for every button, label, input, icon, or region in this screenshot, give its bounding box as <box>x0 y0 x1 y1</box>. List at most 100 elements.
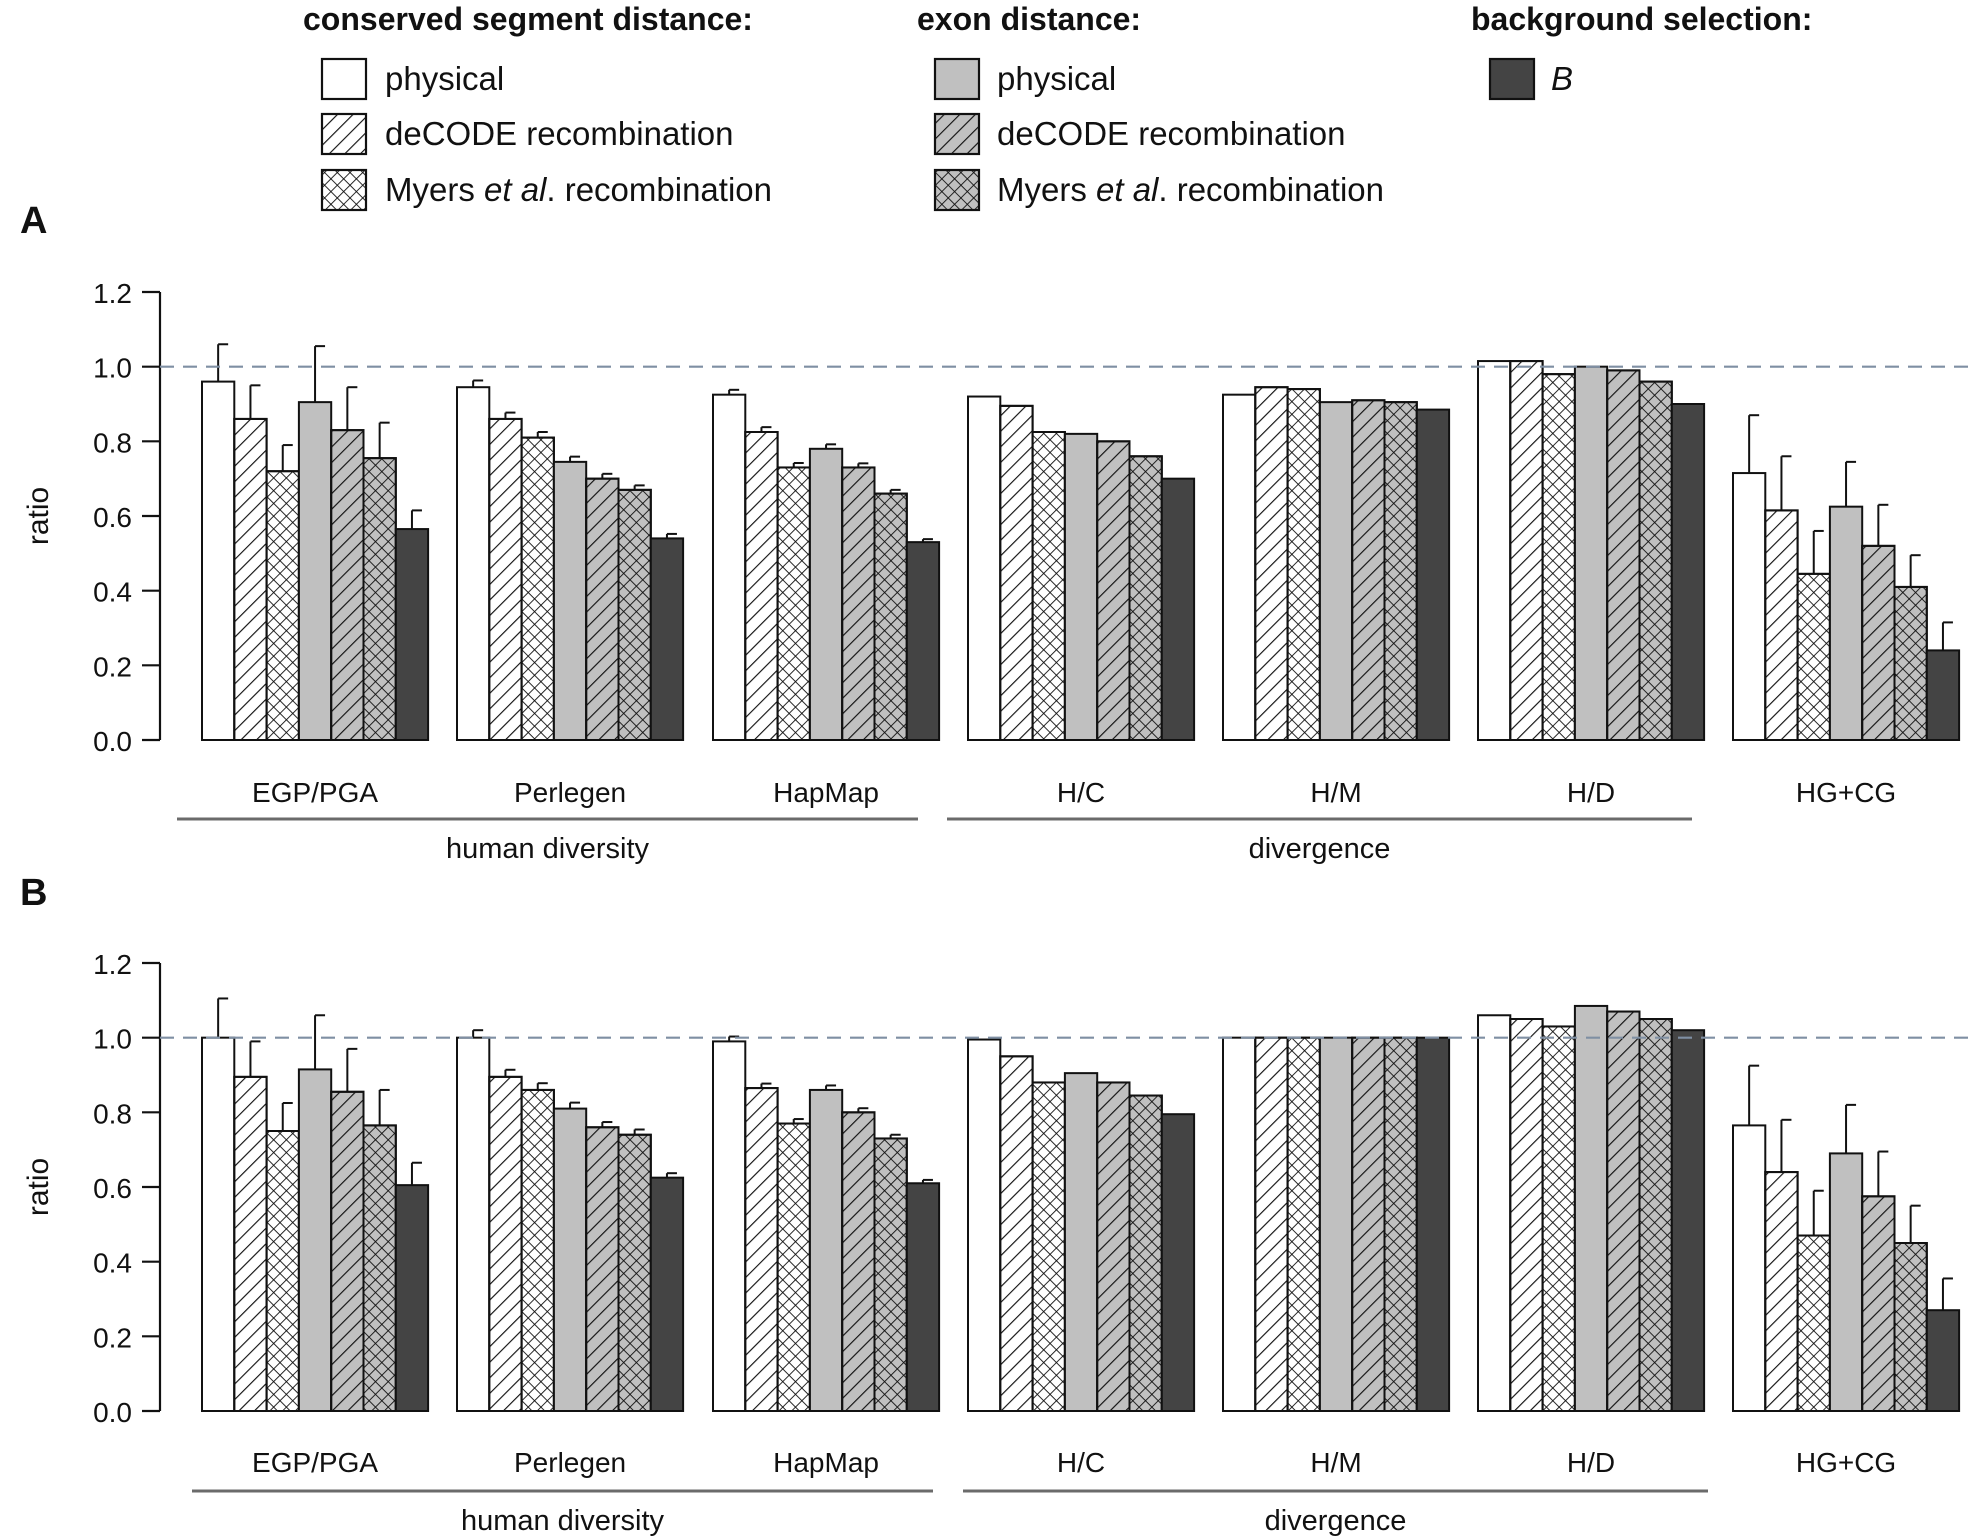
group-label: divergence <box>1265 1505 1407 1537</box>
bar-pattern <box>1796 572 1831 741</box>
legend-label-cs_myers: Myers et al. recombination <box>385 171 772 208</box>
y-tick-label: 0.6 <box>93 1173 132 1204</box>
bar-group-H/C <box>967 1038 1196 1413</box>
bar <box>1925 649 1961 742</box>
bar-pattern <box>873 1137 908 1412</box>
bar-pattern <box>617 488 652 741</box>
bar-pattern <box>1541 1025 1576 1412</box>
bar <box>1222 1036 1257 1412</box>
bar <box>1573 365 1609 741</box>
bar-pattern <box>1861 544 1896 741</box>
bar-pattern <box>362 1124 397 1413</box>
category-label: H/C <box>1057 777 1105 808</box>
category-label: H/D <box>1567 777 1615 808</box>
bar-pattern <box>1541 373 1576 741</box>
y-axis-label: ratio <box>22 1158 55 1216</box>
bar <box>456 386 491 741</box>
bar-pattern <box>1638 380 1673 741</box>
bar <box>1415 1036 1451 1412</box>
legend-swatch-cs_decode-pattern <box>322 114 366 154</box>
bar-pattern <box>617 1133 652 1412</box>
bar-pattern <box>1351 399 1386 741</box>
legend-heading-3: background selection: <box>1471 1 1812 37</box>
bar-pattern <box>330 1090 365 1413</box>
y-tick-label: 1.2 <box>93 949 132 980</box>
legend-label-bs: B <box>1551 60 1573 97</box>
bar-pattern <box>585 477 620 741</box>
bar <box>552 1107 588 1412</box>
bar-group-HapMap <box>712 1035 941 1413</box>
category-label: EGP/PGA <box>252 777 378 808</box>
bar-pattern <box>1796 1234 1831 1412</box>
group-label: human diversity <box>446 833 650 865</box>
category-label: H/M <box>1310 1447 1361 1478</box>
y-tick-label: 0.4 <box>93 1248 132 1279</box>
bar <box>1828 505 1864 741</box>
bar-pattern <box>1606 1010 1641 1412</box>
category-label: Perlegen <box>514 1447 626 1478</box>
bar-pattern <box>1286 1036 1321 1412</box>
bar-pattern <box>520 1088 555 1413</box>
category-label: HapMap <box>773 777 879 808</box>
bar-pattern <box>1383 1036 1418 1412</box>
legend-label-ex_phys: physical <box>997 60 1116 97</box>
category-label: Perlegen <box>514 777 626 808</box>
bar-pattern <box>1031 1081 1066 1412</box>
bar-pattern <box>1286 388 1321 741</box>
bar-pattern <box>1893 1242 1928 1412</box>
bar-pattern <box>841 1111 876 1413</box>
bar-pattern <box>265 1130 300 1412</box>
group-label: human diversity <box>461 1505 665 1537</box>
bar <box>1160 477 1196 741</box>
bar-group-Perlegen <box>456 1029 685 1413</box>
bar-pattern <box>265 470 300 741</box>
bar <box>1415 408 1451 741</box>
bar-pattern <box>233 417 268 741</box>
bar <box>1477 360 1512 741</box>
category-label: HapMap <box>773 1447 879 1478</box>
bar <box>649 537 685 742</box>
bar-pattern <box>1638 1018 1673 1412</box>
legend-swatch-ex_phys <box>933 57 981 101</box>
bar-pattern <box>520 436 555 741</box>
bar <box>905 1182 941 1413</box>
bar-pattern <box>1254 386 1289 741</box>
y-tick-label: 1.0 <box>93 353 132 384</box>
bar-group-H/M <box>1222 1036 1451 1412</box>
legend-label-ex_decode: deCODE recombination <box>997 115 1346 152</box>
bar <box>201 380 236 741</box>
y-tick-label: 1.2 <box>93 278 132 309</box>
y-tick-label: 0.8 <box>93 1098 132 1129</box>
legend-swatch-ex_myers-pattern <box>935 170 979 210</box>
y-tick-label: 0.2 <box>93 1322 132 1353</box>
bar-pattern <box>1096 440 1131 741</box>
bar-pattern <box>1861 1195 1896 1413</box>
bar <box>712 1040 747 1413</box>
bar-group-HapMap <box>712 388 941 742</box>
bar <box>456 1036 491 1412</box>
legend-swatch-cs_phys <box>320 57 368 101</box>
bar <box>394 528 430 741</box>
legend-swatch-ex_decode-pattern <box>935 114 979 154</box>
bar <box>905 541 941 742</box>
bar-pattern <box>1509 1018 1544 1412</box>
bar-pattern <box>841 466 876 741</box>
bar-group-HG+CG <box>1732 414 1961 742</box>
bar-group-EGP/PGA <box>201 997 430 1413</box>
bar <box>297 1068 333 1413</box>
bar-pattern <box>1606 369 1641 741</box>
y-tick-label: 0.0 <box>93 726 132 757</box>
bar-group-H/D <box>1477 1004 1706 1413</box>
bar <box>1318 1036 1354 1412</box>
bar-pattern <box>362 457 397 741</box>
bar-pattern <box>1031 431 1066 741</box>
bar <box>1222 393 1257 741</box>
bar-pattern <box>776 1122 811 1412</box>
panel-A: A 0.0 0.2 0.4 0.6 0.8 1.0 1.2 ratio EGP/PGA Perleg… <box>20 200 1974 865</box>
bar-pattern <box>1254 1036 1289 1412</box>
bar-pattern <box>585 1126 620 1413</box>
bar-pattern <box>488 417 523 741</box>
bar-pattern <box>999 404 1034 741</box>
bar <box>712 393 747 741</box>
legend-heading-1: conserved segment distance: <box>303 1 753 37</box>
